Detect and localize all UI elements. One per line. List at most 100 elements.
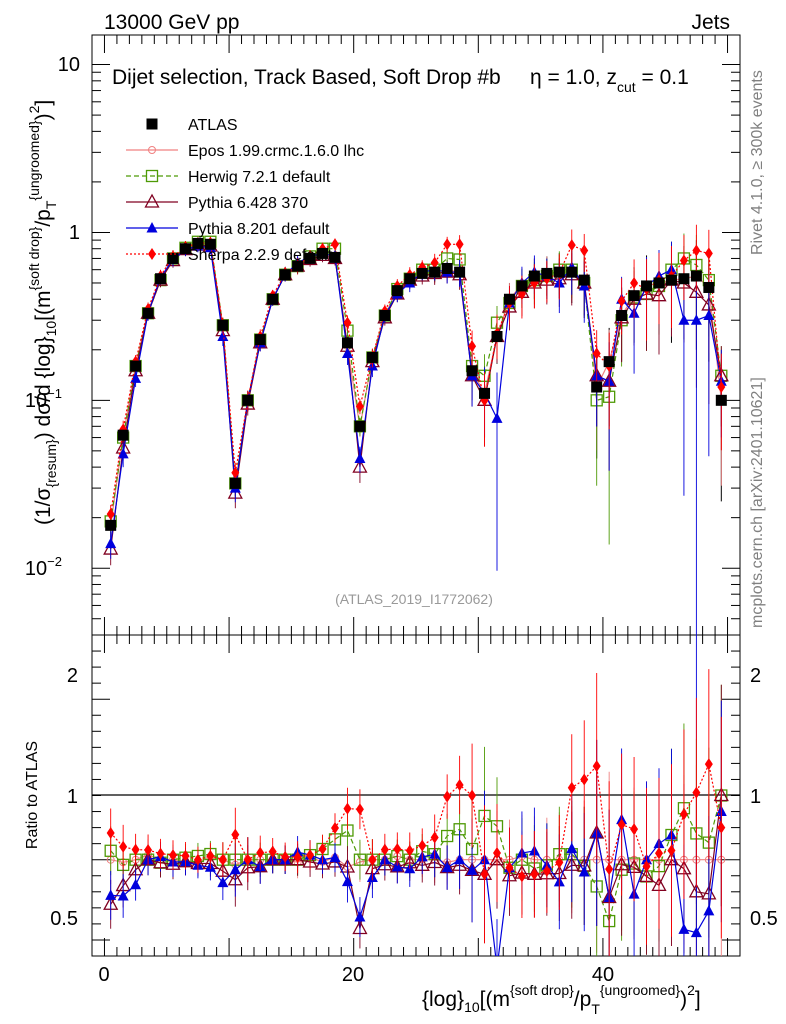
series-point [468,340,477,353]
ratio-y-tick-labels: 2 1 0.5 2 1 0.5 [50,665,778,930]
ratio-point [256,846,265,859]
x-ticks [103,35,729,956]
series-atlas [105,237,727,531]
atlas-point [641,280,653,292]
ratio-point [181,849,190,862]
ratio-point [355,803,364,816]
ratio-point [119,840,128,853]
series-point [105,537,117,549]
atlas-point [267,293,279,305]
legend-entry: ATLAS [146,117,238,134]
atlas-point [616,310,628,322]
ratio-point [455,778,464,791]
series-4 [105,240,727,904]
ratio-series-group [103,669,729,956]
atlas-point [117,429,129,441]
legend-marker [148,248,156,260]
atlas-point [155,273,167,285]
ratio-y-axis-label: Ratio to ATLAS [24,741,41,849]
main-y-axis-label: (1/σ{resum}) dσ/d {log}10[(m{soft drop}/… [26,100,59,525]
atlas-point [628,290,640,302]
ytick-label-10: 10 [58,54,80,76]
atlas-point [416,267,428,279]
ratio-point [692,786,701,799]
ratio-point [655,847,663,860]
main-y-tick-labels: 10 1 10−1 10−2 [25,54,80,580]
atlas-point [703,281,715,293]
atlas-point [105,519,117,531]
ratio-point [418,839,427,852]
atlas-point [366,351,378,363]
ratio-point [156,847,165,860]
legend-label: ATLAS [188,117,238,134]
ratio-point [617,818,626,831]
series-point [443,238,452,251]
series-point [630,276,639,289]
series-point [567,239,576,252]
ratio-point [354,911,366,922]
rivet-label: Rivet 4.1.0, ≥ 300k events [749,70,766,255]
ratio-ytick-2-right: 2 [750,665,761,687]
ratio-point [542,864,551,877]
ratio-point [318,843,327,855]
energy-label: 13000 GeV pp [104,11,239,34]
ratio-point [443,790,452,803]
atlas-point [491,330,503,342]
atlas-point [142,307,154,319]
atlas-point [578,274,590,286]
legend-entry: Pythia 6.428 370 [126,193,308,212]
series-point [704,247,713,260]
legend: ATLAS Epos 1.99.crmc.1.6.0 lhc Herwig 7.2.… [126,117,364,264]
ratio-point [580,773,589,786]
ratio-point [105,889,117,900]
series-point [341,347,353,359]
ratio-point [306,849,315,862]
analysis-id: (ATLAS_2019_I1772062) [335,591,493,607]
series-point [343,316,352,329]
ratio-point [368,853,377,866]
series-point [455,238,464,251]
group-label: Jets [691,11,730,34]
series-point [130,372,142,383]
xtick-40: 40 [592,964,614,986]
atlas-point [304,252,316,264]
legend-entry: Epos 1.99.crmc.1.6.0 lhc [126,143,364,160]
series-point [491,412,503,423]
ratio-series-2 [104,684,728,956]
main-series-layer [103,224,729,904]
legend-entry: Sherpa 2.2.9 default [126,247,333,264]
ratio-point [667,844,676,857]
series-point [617,295,626,308]
ratio-point [441,861,453,873]
atlas-point [541,267,553,279]
atlas-point [179,243,191,255]
atlas-point [665,274,677,286]
ratio-point [206,849,215,862]
ratio-point [193,853,202,866]
ratio-point [391,860,403,872]
ratio-point [567,781,576,794]
ratio-point [555,856,564,869]
ratio-point [341,875,353,887]
ratio-point [690,926,702,938]
atlas-point [391,285,403,297]
ratio-point [268,845,277,858]
ratio-point [243,853,252,866]
atlas-point [516,280,528,292]
legend-marker [146,222,158,233]
ratio-point [144,843,153,856]
legend-entry: Pythia 8.201 default [126,221,330,238]
series-point [678,314,690,325]
atlas-point [217,319,229,331]
ratio-point [678,923,690,934]
ratio-line [110,811,722,956]
ytick-label-0p1: 10−1 [25,386,62,412]
series-point [106,508,115,521]
ratio-point [380,843,389,856]
atlas-point [292,260,304,272]
legend-label: Pythia 6.428 370 [188,195,308,212]
ratio-point [517,870,526,883]
ratio-ytick-1-right: 1 [750,786,761,808]
legend-marker [146,118,158,130]
